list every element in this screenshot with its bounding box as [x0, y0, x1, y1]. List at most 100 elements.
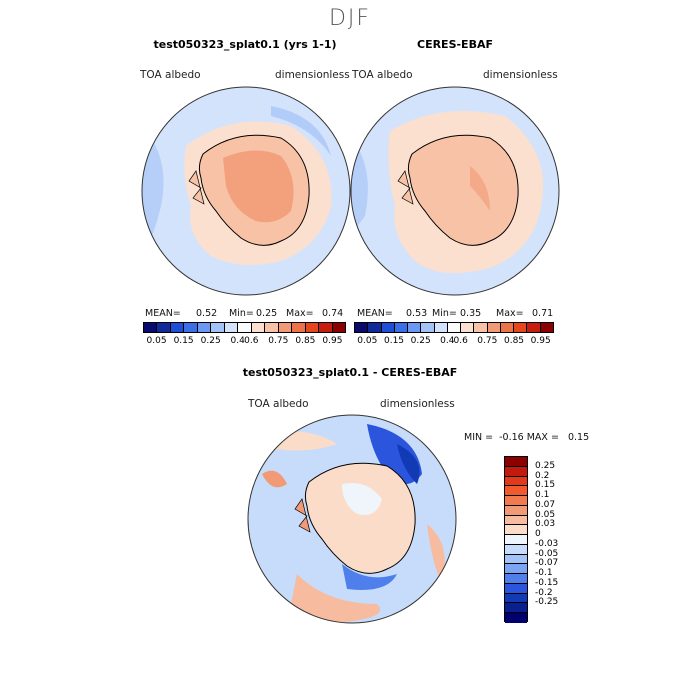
obs-antarctica-outline: [407, 134, 519, 246]
colorbar-swatch: [368, 323, 382, 332]
colorbar-tick-label: -0.07: [535, 558, 559, 569]
colorbar-swatch: [434, 323, 448, 332]
colorbar-tick-label: 0.75: [268, 336, 289, 346]
obs-max-label: Max=: [496, 308, 524, 319]
colorbar-tick-label: 0.4: [230, 336, 245, 346]
colorbar-swatch: [505, 505, 527, 516]
diff-antarctica-outline: [304, 462, 416, 574]
obs-panel-title: CERES-EBAF: [417, 38, 493, 51]
colorbar-swatch: [461, 323, 475, 332]
colorbar-swatch: [505, 525, 527, 535]
diff-colorbar-labels: 0.25 0.2 0.15 0.1 0.07 0.05 0.03 0 -0.03 -0.05 -0.…: [535, 456, 585, 622]
colorbar-tick-label: 0.25: [410, 336, 431, 346]
colorbar-swatch: [355, 323, 369, 332]
model-units-label: dimensionless: [275, 69, 350, 81]
colorbar-swatch: [224, 323, 239, 332]
colorbar-tick-label: 0.95: [322, 336, 343, 346]
colorbar-swatch: [500, 323, 515, 332]
obs-albedo-map: [350, 86, 560, 296]
colorbar-swatch: [197, 323, 212, 332]
colorbar-tick-label: 0.85: [295, 336, 316, 346]
colorbar-tick-label: 0.95: [530, 336, 551, 346]
colorbar-tick-label: -0.25: [535, 597, 559, 608]
obs-variable-label: TOA albedo: [352, 69, 413, 81]
diff-albedo-map: [247, 414, 457, 624]
model-colorbar: [143, 322, 346, 333]
colorbar-tick-label: 0.15: [173, 336, 194, 346]
diff-units-label: dimensionless: [380, 398, 455, 410]
colorbar-tick-label: 0.6: [453, 336, 468, 346]
colorbar-tick-label: 0.03: [535, 519, 556, 530]
colorbar-tick-label: 0.4: [440, 336, 455, 346]
colorbar-swatch: [505, 574, 527, 584]
model-mean-label: MEAN=: [145, 308, 181, 319]
colorbar-swatch: [447, 323, 462, 332]
colorbar-swatch: [505, 564, 527, 574]
colorbar-swatch: [305, 323, 320, 332]
colorbar-tick-label: 0.07: [535, 499, 556, 510]
diff-variable-label: TOA albedo: [248, 398, 309, 410]
colorbar-tick-label: -0.15: [535, 577, 559, 588]
colorbar-tick-label: -0.1: [535, 568, 553, 579]
colorbar-swatch: [211, 323, 225, 332]
colorbar-swatch: [170, 323, 185, 332]
colorbar-swatch: [505, 476, 527, 487]
colorbar-tick-label: -0.05: [535, 548, 559, 559]
colorbar-swatch: [505, 496, 527, 506]
colorbar-swatch: [408, 323, 422, 332]
colorbar-tick-label: 0.15: [535, 480, 556, 491]
colorbar-swatch: [527, 323, 541, 332]
obs-units-label: dimensionless: [483, 69, 558, 81]
colorbar-swatch: [505, 593, 527, 604]
colorbar-tick-label: 0.1: [535, 490, 550, 501]
colorbar-swatch: [505, 535, 527, 545]
colorbar-tick-label: 0.05: [357, 336, 378, 346]
diff-colorbar: [504, 456, 528, 623]
colorbar-swatch: [421, 323, 435, 332]
colorbar-tick-label: -0.03: [535, 538, 559, 549]
colorbar-swatch: [514, 323, 528, 332]
diff-panel-title: test050323_splat0.1 - CERES-EBAF: [242, 366, 458, 379]
colorbar-swatch: [505, 613, 527, 623]
colorbar-tick-label: 0.75: [477, 336, 498, 346]
colorbar-swatch: [540, 323, 553, 332]
colorbar-swatch: [474, 323, 488, 332]
colorbar-swatch: [265, 323, 279, 332]
colorbar-tick-label: 0.25: [200, 336, 221, 346]
obs-max-value: 0.71: [532, 308, 554, 319]
colorbar-swatch: [505, 544, 527, 555]
model-max-label: Max=: [286, 308, 314, 319]
colorbar-swatch: [505, 466, 527, 477]
obs-mean-label: MEAN=: [357, 308, 393, 319]
colorbar-swatch: [144, 323, 158, 332]
model-colorbar-labels: 0.05 0.15 0.25 0.4 0.6 0.75 0.85 0.95: [143, 336, 346, 348]
colorbar-swatch: [332, 323, 346, 332]
obs-colorbar-labels: 0.05 0.15 0.25 0.4 0.6 0.75 0.85 0.95: [354, 336, 554, 348]
colorbar-swatch: [251, 323, 266, 332]
model-min-label: Min=: [229, 308, 254, 319]
colorbar-swatch: [505, 583, 527, 594]
colorbar-tick-label: 0.2: [535, 470, 550, 481]
colorbar-swatch: [381, 323, 395, 332]
colorbar-swatch: [505, 486, 527, 496]
colorbar-tick-label: 0.15: [383, 336, 405, 346]
obs-mean-value: 0.53: [406, 308, 428, 319]
colorbar-tick-label: 0.25: [535, 460, 556, 471]
colorbar-tick-label: 0.85: [503, 336, 525, 346]
colorbar-swatch: [505, 554, 527, 565]
colorbar-swatch: [292, 323, 306, 332]
model-mean-value: 0.52: [196, 308, 218, 319]
colorbar-tick-label: 0.6: [244, 336, 259, 346]
obs-colorbar: [354, 322, 554, 333]
diff-range-label: MIN = -0.16 MAX = 0.15: [464, 432, 590, 443]
colorbar-tick-label: -0.2: [535, 587, 553, 598]
colorbar-swatch: [184, 323, 198, 332]
colorbar-swatch: [505, 515, 527, 526]
obs-min-label: Min=: [432, 308, 457, 319]
obs-min-value: 0.35: [460, 308, 482, 319]
season-title: DJF: [328, 6, 372, 31]
model-albedo-map: [141, 86, 351, 296]
colorbar-swatch: [278, 323, 293, 332]
colorbar-swatch: [394, 323, 409, 332]
colorbar-tick-label: 0: [535, 529, 541, 540]
